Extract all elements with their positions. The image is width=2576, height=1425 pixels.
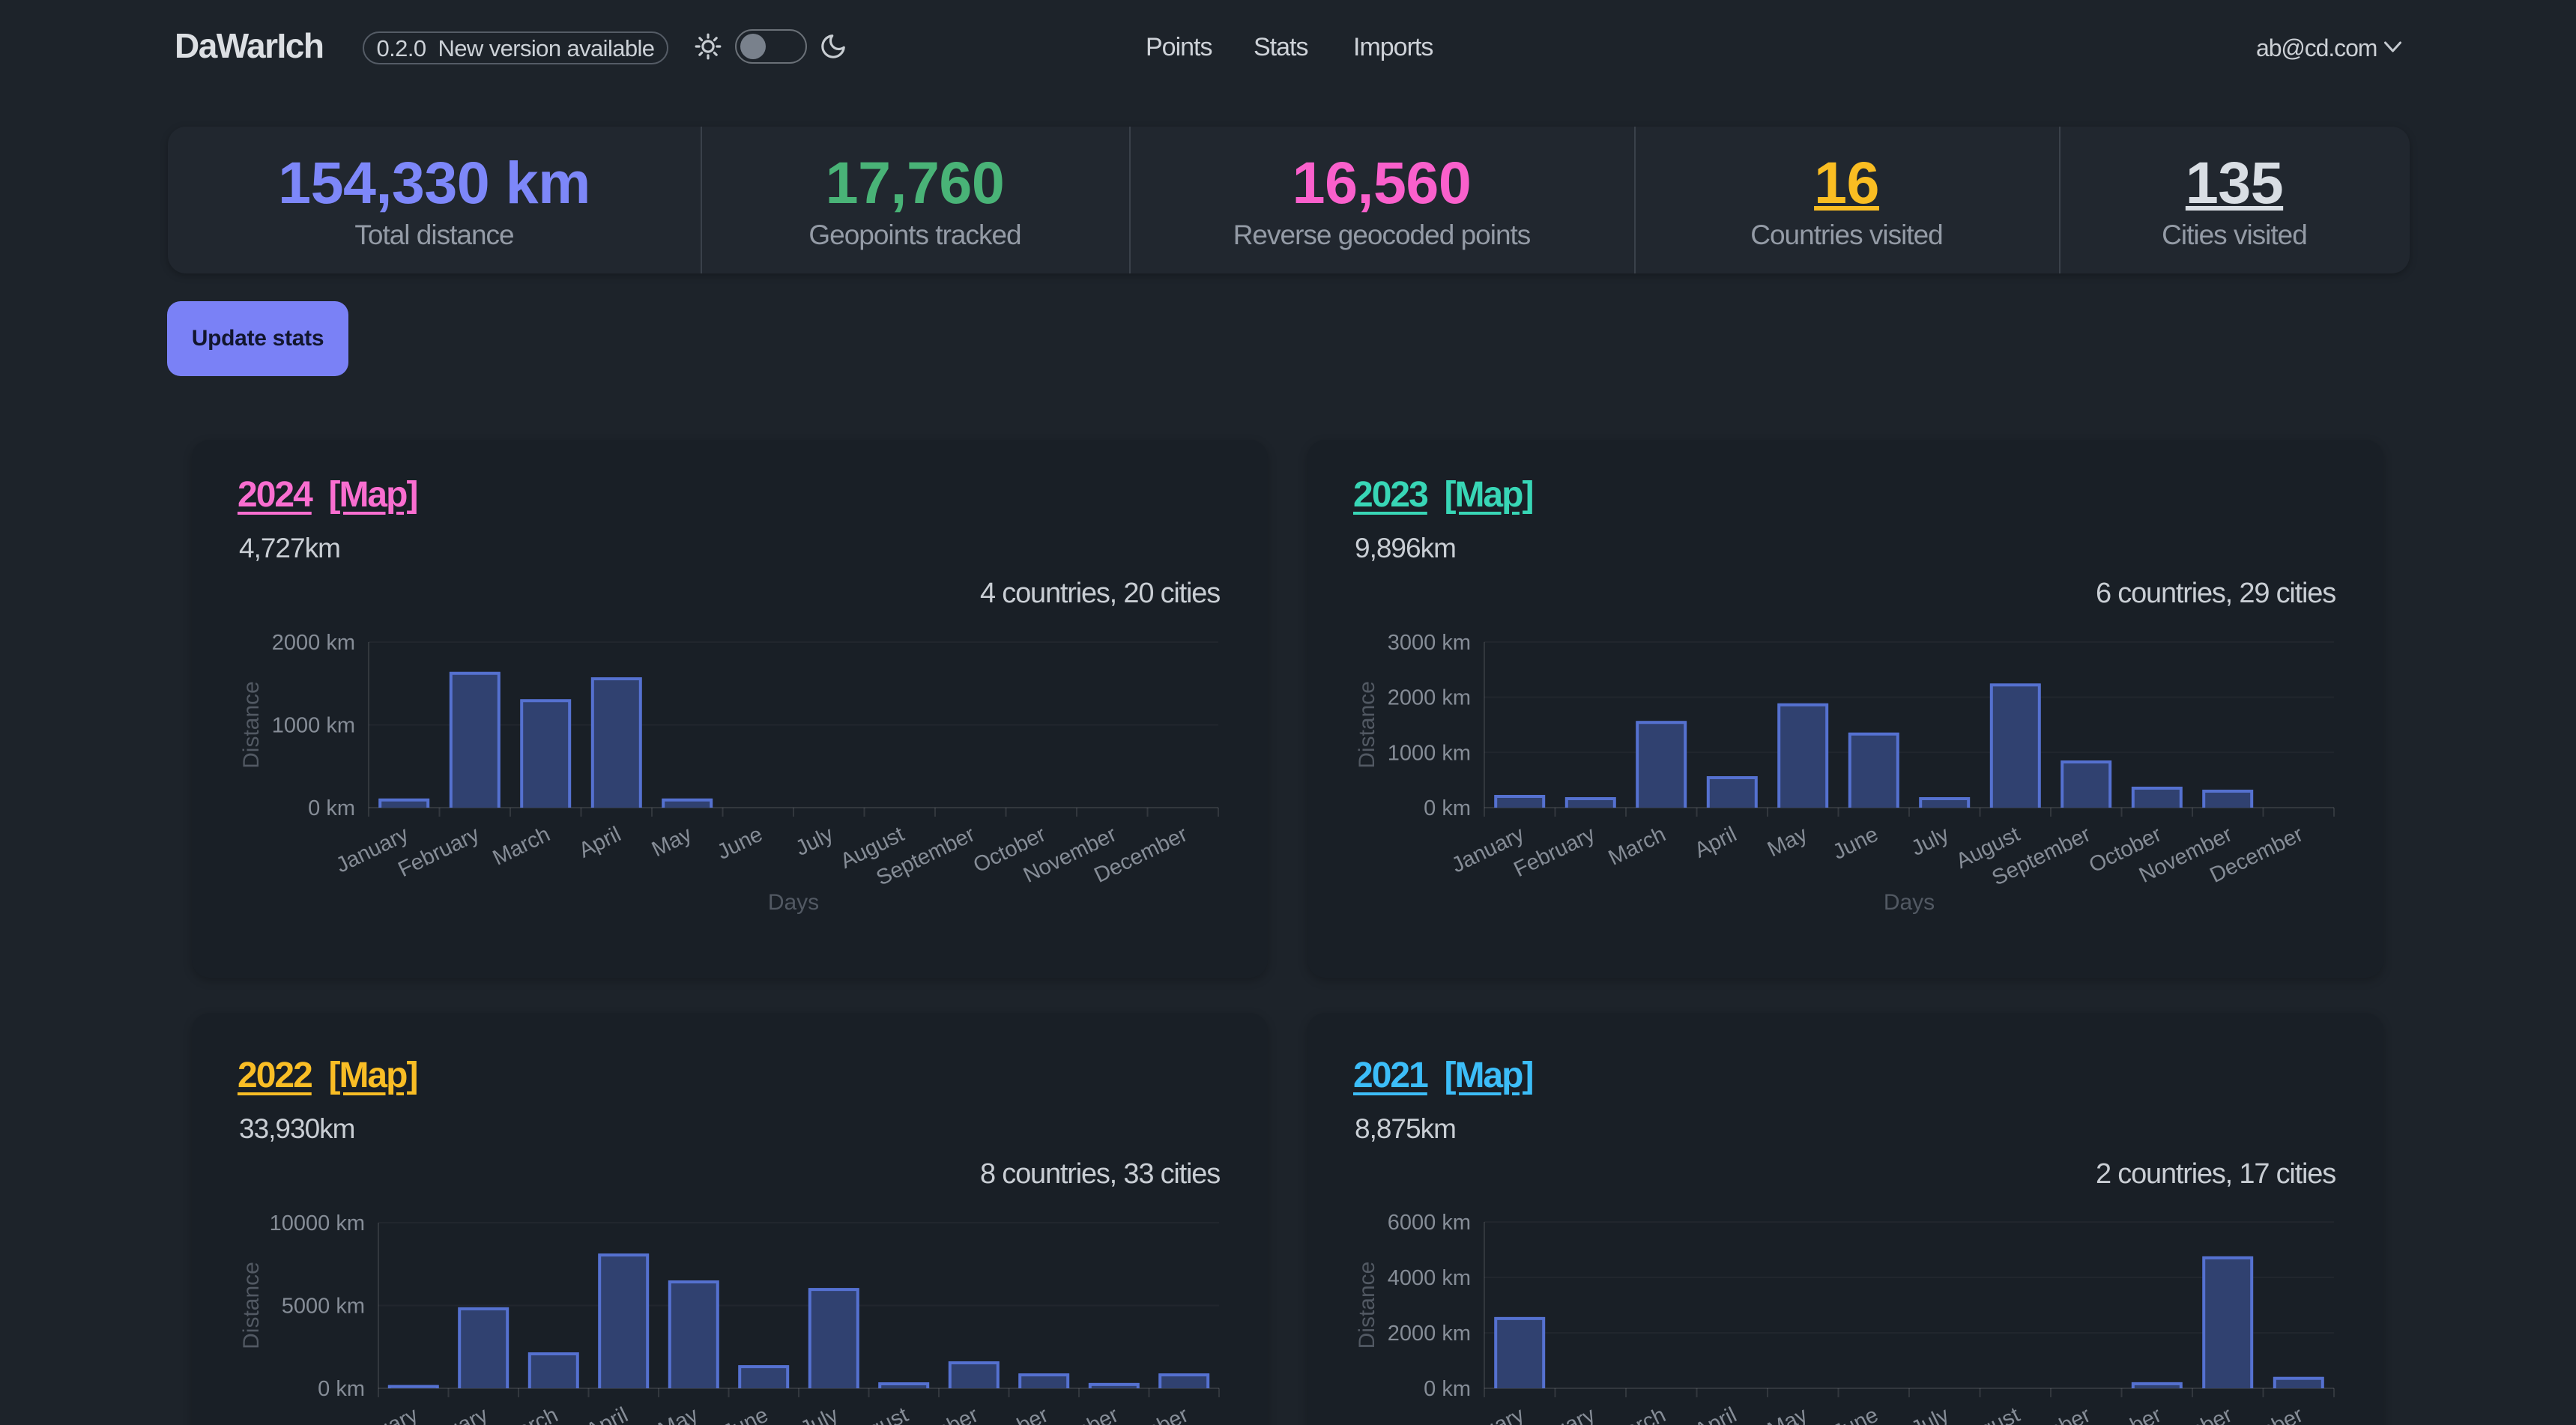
svg-text:October: October <box>973 1403 1053 1425</box>
svg-text:February: February <box>395 822 484 882</box>
svg-text:1000 km: 1000 km <box>272 714 355 738</box>
svg-text:May: May <box>1764 1403 1812 1425</box>
svg-text:May: May <box>1764 822 1812 862</box>
svg-text:0 km: 0 km <box>308 796 355 820</box>
svg-text:April: April <box>1691 1403 1741 1425</box>
svg-text:January: January <box>1448 1403 1529 1425</box>
svg-text:June: June <box>1829 823 1882 865</box>
svg-text:0 km: 0 km <box>318 1377 365 1401</box>
svg-text:June: June <box>1829 1403 1882 1425</box>
svg-text:2000 km: 2000 km <box>272 631 355 655</box>
svg-text:Days: Days <box>768 890 819 915</box>
svg-text:April: April <box>582 1403 632 1425</box>
svg-text:4000 km: 4000 km <box>1388 1266 1471 1290</box>
svg-text:May: May <box>648 822 696 862</box>
svg-text:April: April <box>575 823 625 863</box>
svg-text:Distance: Distance <box>239 681 264 769</box>
svg-text:March: March <box>1605 823 1669 871</box>
svg-text:January: January <box>342 1403 422 1425</box>
svg-text:Distance: Distance <box>239 1262 264 1349</box>
svg-text:April: April <box>1691 823 1741 863</box>
svg-text:October: October <box>2085 1403 2165 1425</box>
svg-text:10000 km: 10000 km <box>270 1211 365 1235</box>
svg-text:July: July <box>796 1403 842 1425</box>
svg-text:5000 km: 5000 km <box>282 1295 365 1319</box>
svg-text:Days: Days <box>1884 890 1935 915</box>
svg-text:March: March <box>497 1403 561 1425</box>
svg-text:June: June <box>719 1403 773 1425</box>
svg-text:February: February <box>1511 822 1600 882</box>
svg-text:June: June <box>713 823 767 865</box>
svg-text:0 km: 0 km <box>1424 796 1471 820</box>
svg-text:3000 km: 3000 km <box>1388 631 1471 655</box>
svg-text:2000 km: 2000 km <box>1388 1322 1471 1346</box>
svg-text:July: July <box>1908 1403 1953 1425</box>
svg-text:0 km: 0 km <box>1424 1377 1471 1401</box>
svg-text:August: August <box>841 1403 912 1425</box>
svg-text:July: July <box>1908 822 1953 861</box>
svg-text:March: March <box>489 823 554 871</box>
svg-text:July: July <box>792 822 838 861</box>
svg-text:August: August <box>1953 1403 2024 1425</box>
svg-text:Distance: Distance <box>1355 1262 1379 1349</box>
svg-text:2000 km: 2000 km <box>1388 686 1471 710</box>
svg-text:1000 km: 1000 km <box>1388 741 1471 765</box>
svg-text:6000 km: 6000 km <box>1388 1211 1471 1235</box>
svg-text:March: March <box>1605 1403 1669 1425</box>
svg-text:May: May <box>655 1403 703 1425</box>
svg-text:Distance: Distance <box>1355 681 1379 769</box>
